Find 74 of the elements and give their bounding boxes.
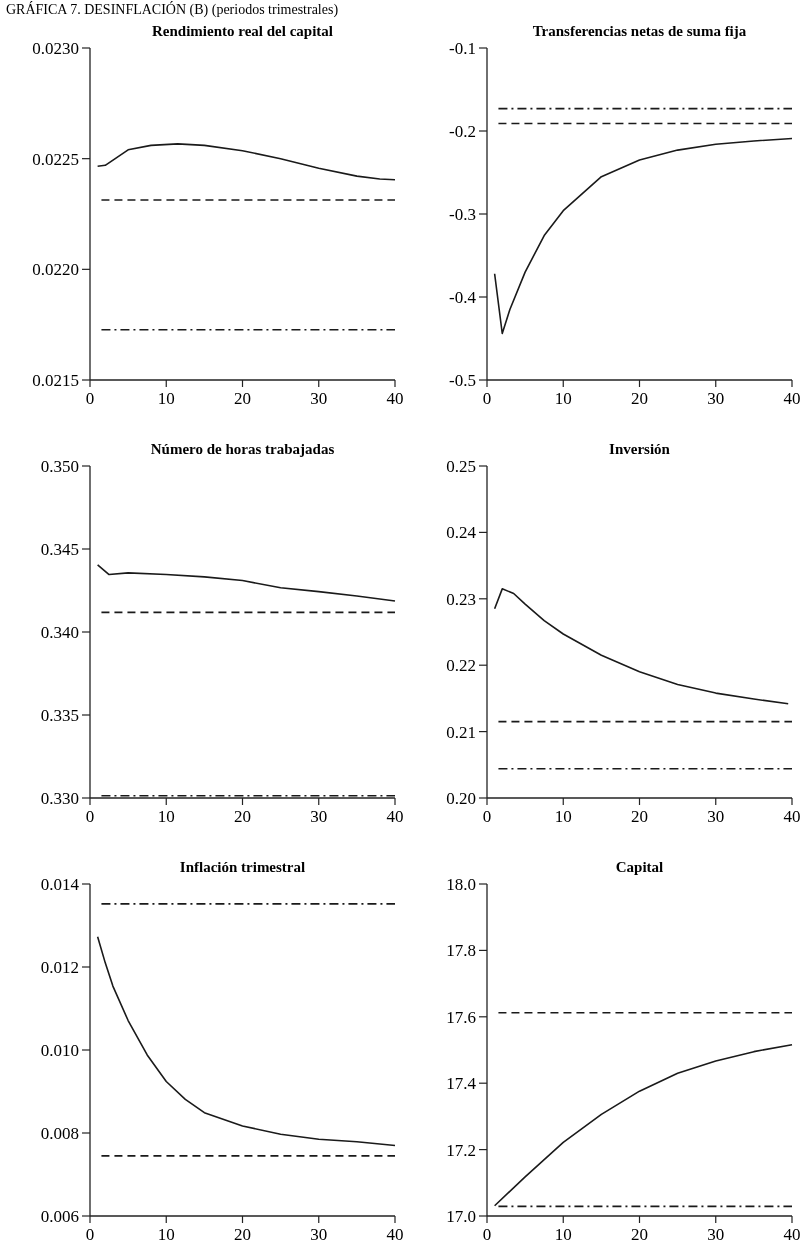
x-tick-label: 0 — [482, 807, 492, 826]
y-tick-label: 17.8 — [446, 941, 476, 961]
x-tick-label: 30 — [310, 807, 328, 826]
y-tick-label: -0.1 — [449, 38, 476, 58]
y-tick-label: 0.006 — [40, 1206, 79, 1226]
x-tick-label: 20 — [631, 389, 648, 408]
y-tick-label: 0.21 — [446, 722, 476, 742]
x-tick-label: 0 — [482, 389, 492, 408]
x-tick-label: 30 — [707, 1225, 725, 1244]
x-tick-label: 0 — [85, 1225, 95, 1244]
x-tick-label: 20 — [631, 807, 648, 826]
y-tick-label: 18.0 — [446, 874, 476, 894]
chart-title: Rendimiento real del capital — [152, 23, 333, 39]
y-tick-label: 0.350 — [40, 456, 79, 476]
x-tick-label: 0 — [85, 389, 95, 408]
x-tick-label: 30 — [707, 389, 725, 408]
line-series — [493, 588, 789, 705]
y-tick-label: 17.4 — [446, 1074, 477, 1094]
y-tick-label: 0.010 — [40, 1040, 79, 1060]
chart-title: Número de horas trabajadas — [150, 441, 335, 457]
y-tick-label: 17.0 — [446, 1206, 476, 1226]
y-tick-label: -0.2 — [449, 121, 476, 141]
y-tick-label: 0.345 — [40, 539, 79, 559]
y-tick-label: 0.340 — [40, 622, 79, 642]
x-tick-label: 10 — [157, 807, 175, 826]
x-tick-label: 40 — [386, 1225, 404, 1244]
y-tick-label: -0.3 — [449, 204, 476, 224]
y-tick-label: 0.24 — [446, 523, 477, 543]
x-tick-label: 20 — [234, 1225, 251, 1244]
y-tick-label: 0.25 — [446, 456, 476, 476]
x-tick-label: 0 — [482, 1225, 492, 1244]
x-tick-label: 20 — [234, 807, 251, 826]
line-series — [493, 137, 793, 335]
x-tick-label: 30 — [707, 807, 725, 826]
line-series — [96, 143, 396, 181]
x-tick-label: 0 — [85, 807, 95, 826]
y-tick-label: 0.0230 — [32, 38, 79, 58]
x-tick-label: 10 — [157, 1225, 175, 1244]
line-series — [96, 563, 396, 602]
x-tick-label: 20 — [631, 1225, 648, 1244]
text: GRÁFICA 7. DESINFLACIÓN (B) (periodos trimestrales) — [6, 1, 339, 18]
y-tick-label: -0.4 — [449, 287, 477, 307]
x-tick-label: 30 — [310, 389, 328, 408]
y-tick-label: 0.23 — [446, 589, 476, 609]
y-tick-label: -0.5 — [449, 370, 476, 390]
x-tick-label: 20 — [234, 389, 251, 408]
chart-title: Inversión — [609, 441, 671, 457]
y-tick-label: 0.0220 — [32, 260, 79, 280]
x-tick-label: 40 — [386, 389, 404, 408]
x-tick-label: 40 — [783, 1225, 801, 1244]
y-tick-label: 0.012 — [40, 957, 79, 977]
y-tick-label: 0.0215 — [32, 370, 79, 390]
x-tick-label: 30 — [310, 1225, 328, 1244]
x-tick-label: 10 — [554, 389, 572, 408]
y-tick-label: 17.2 — [446, 1140, 476, 1160]
y-tick-label: 17.6 — [446, 1007, 476, 1027]
y-tick-label: 0.22 — [446, 656, 476, 676]
chart-title: Inflación trimestral — [179, 859, 306, 875]
x-tick-label: 40 — [783, 807, 801, 826]
x-tick-label: 40 — [783, 389, 801, 408]
chart-title: Capital — [615, 859, 664, 875]
chart-title: Transferencias netas de suma fija — [532, 23, 747, 39]
y-tick-label: 0.014 — [40, 874, 80, 894]
y-tick-label: 0.0225 — [32, 149, 79, 169]
x-tick-label: 40 — [386, 807, 404, 826]
x-tick-label: 10 — [554, 807, 572, 826]
y-tick-label: 0.008 — [40, 1123, 79, 1143]
y-tick-label: 0.20 — [446, 788, 476, 808]
x-tick-label: 10 — [157, 389, 175, 408]
line-series — [493, 1043, 793, 1207]
line-series — [96, 935, 396, 1147]
x-tick-label: 10 — [554, 1225, 572, 1244]
y-tick-label: 0.330 — [40, 788, 79, 808]
y-tick-label: 0.335 — [40, 705, 79, 725]
